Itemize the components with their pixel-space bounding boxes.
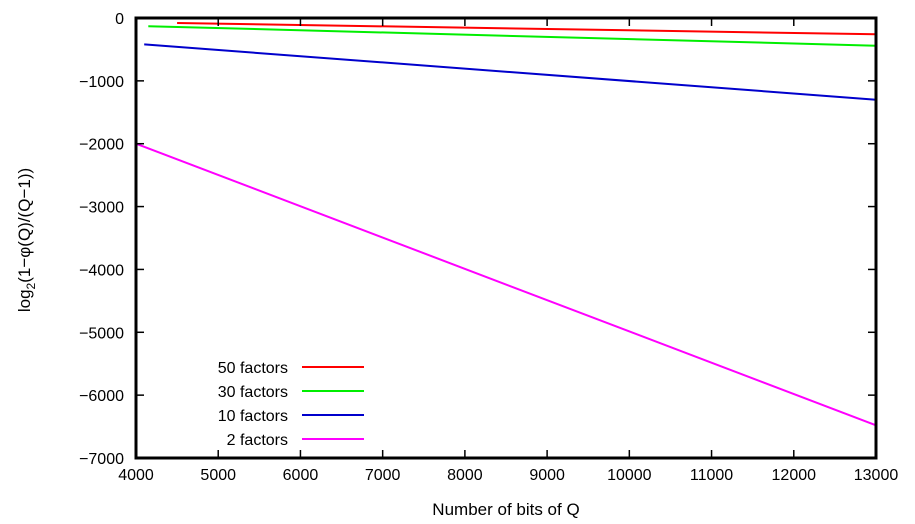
- x-tick-label: 12000: [772, 467, 817, 484]
- legend-label: 10 factors: [218, 408, 288, 425]
- x-tick-label: 9000: [529, 467, 565, 484]
- series-line-3: [135, 142, 877, 427]
- series-line-2: [144, 43, 877, 101]
- x-tick-label: 6000: [283, 467, 319, 484]
- y-axis-label-main: log: [15, 289, 34, 312]
- y-tick-label: −5000: [79, 325, 124, 342]
- legend-label: 50 factors: [218, 360, 288, 377]
- x-tick-label: 13000: [854, 467, 899, 484]
- legend-label: 2 factors: [227, 432, 288, 449]
- x-tick-label: 4000: [118, 467, 154, 484]
- x-tick-label: 7000: [365, 467, 401, 484]
- series-line-1: [148, 25, 877, 47]
- y-tick-label: −6000: [79, 388, 124, 405]
- y-axis-label-subscript: 2: [24, 282, 38, 289]
- series-line-0: [177, 22, 877, 36]
- y-tick-label: −4000: [79, 262, 124, 279]
- legend: 50 factors 30 factors 10 factors 2 factors: [218, 360, 364, 449]
- y-axis-label: log2(1−φ(Q)/(Q−1)): [15, 168, 38, 312]
- y-tick-label: −1000: [79, 74, 124, 91]
- legend-label: 30 factors: [218, 384, 288, 401]
- y-tick-label: −7000: [79, 451, 124, 468]
- x-tick-label: 8000: [447, 467, 483, 484]
- plot-frame: [134, 16, 878, 460]
- y-tick-label: 0: [115, 11, 124, 28]
- x-tick-label: 10000: [607, 467, 652, 484]
- x-axis-label: Number of bits of Q: [432, 500, 579, 519]
- x-tick-label: 11000: [690, 467, 733, 484]
- y-tick-label: −3000: [79, 200, 124, 217]
- y-tick-label: −2000: [79, 137, 124, 154]
- axis-ticks: 4000 5000 6000 7000 8000 9000 10000 11000 12000 1…: [79, 11, 898, 484]
- y-axis-label-rest: (1−φ(Q)/(Q−1)): [15, 168, 34, 283]
- plot-marks: [135, 22, 877, 427]
- x-tick-label: 5000: [200, 467, 236, 484]
